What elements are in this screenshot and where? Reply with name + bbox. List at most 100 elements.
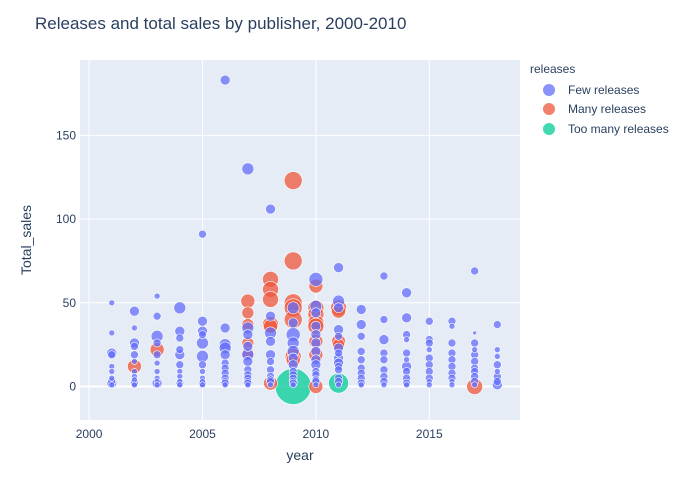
point-few-releases[interactable]: Few releases: 2010, 1 [312,381,320,389]
point-few-releases[interactable]: Few releases: 2003, 26 [152,338,162,348]
point-many-releases[interactable]: Many releases: 2007, 51 [240,293,256,309]
point-few-releases[interactable]: Few releases: 2003, 9 [153,368,161,375]
point-few-releases[interactable]: Few releases: 2001, 5 [108,374,116,382]
point-few-releases[interactable]: Few releases: 2006, 183 [219,74,231,86]
point-few-releases[interactable]: Few releases: 2009, 1 [289,381,297,389]
point-few-releases[interactable]: Few releases: 2011, 30 [334,331,343,341]
point-few-releases[interactable]: Few releases: 2004, 47 [173,301,187,315]
legend-item-many-releases[interactable]: Many releases [543,102,646,116]
point-few-releases[interactable]: Few releases: 2001, 50 [108,299,116,307]
point-few-releases[interactable]: Few releases: 2006, 35 [219,322,231,334]
point-few-releases[interactable]: Few releases: 2005, 9 [199,368,206,375]
point-few-releases[interactable]: Few releases: 2007, 15 [242,356,254,367]
point-few-releases[interactable]: Few releases: 2008, 42 [265,310,276,322]
point-few-releases[interactable]: Few releases: 2003, 19 [152,350,162,359]
point-few-releases[interactable]: Few releases: 2006, 19 [219,349,231,360]
point-few-releases[interactable]: Few releases: 2013, 28 [378,334,390,345]
point-few-releases[interactable]: Few releases: 2007, 31 [242,329,254,340]
point-few-releases[interactable]: Few releases: 2007, 1 [244,381,252,389]
point-few-releases[interactable]: Few releases: 2015, 1 [425,381,433,389]
point-few-releases[interactable]: Few releases: 2014, 16 [403,356,410,364]
point-few-releases[interactable]: Few releases: 2008, 15 [266,357,275,366]
point-few-releases[interactable]: Few releases: 2007, 24 [242,341,254,352]
point-few-releases[interactable]: Few releases: 2009, 38 [287,317,299,329]
point-few-releases[interactable]: Few releases: 2007, 130 [241,162,255,176]
point-few-releases[interactable]: Few releases: 2013, 40 [379,315,389,324]
point-few-releases[interactable]: Few releases: 2017, 69 [470,266,479,276]
point-many-releases[interactable]: Many releases: 2009, 75 [283,251,303,271]
point-few-releases[interactable]: Few releases: 2014, 1 [403,381,410,389]
point-few-releases[interactable]: Few releases: 2016, 1 [448,381,456,389]
point-few-releases[interactable]: Few releases: 2013, 1 [380,381,388,389]
point-few-releases[interactable]: Few releases: 2001, 32 [108,329,116,337]
point-many-releases[interactable]: Many releases: 2008, 52 [262,291,279,308]
point-few-releases[interactable]: Few releases: 2006, 1 [221,381,229,389]
point-few-releases[interactable]: Few releases: 2017, 32 [472,330,477,336]
point-few-releases[interactable]: Few releases: 2011, 47 [333,302,344,314]
point-few-releases[interactable]: Few releases: 2005, 39 [197,315,208,327]
point-few-releases[interactable]: Few releases: 2018, 18 [494,353,501,360]
point-few-releases[interactable]: Few releases: 2018, 13 [493,360,502,370]
point-few-releases[interactable]: Few releases: 2004, 22 [175,345,185,354]
point-few-releases[interactable]: Few releases: 2018, 9 [494,368,501,375]
point-few-releases[interactable]: Few releases: 2015, 26 [424,338,434,348]
point-few-releases[interactable]: Few releases: 2012, 16 [356,355,366,365]
point-few-releases[interactable]: Few releases: 2012, 1 [357,381,365,389]
point-many-releases[interactable]: Many releases: 2009, 123 [283,171,303,190]
point-few-releases[interactable]: Few releases: 2017, 26 [470,338,479,348]
point-few-releases[interactable]: Few releases: 2002, 1 [131,381,138,389]
point-few-releases[interactable]: Few releases: 2015, 39 [424,316,434,326]
point-few-releases[interactable]: Few releases: 2005, 1 [199,381,206,389]
point-few-releases[interactable]: Few releases: 2016, 36 [448,322,456,330]
point-few-releases[interactable]: Few releases: 2018, 22 [494,346,501,353]
point-few-releases[interactable]: Few releases: 2001, 1 [108,381,116,389]
point-few-releases[interactable]: Few releases: 2008, 27 [265,336,276,347]
point-few-releases[interactable]: Few releases: 2005, 31 [198,330,207,339]
point-few-releases[interactable]: Few releases: 2011, 71 [333,262,344,273]
point-few-releases[interactable]: Few releases: 2002, 15 [131,358,138,365]
point-few-releases[interactable]: Few releases: 2002, 19 [130,350,139,359]
point-few-releases[interactable]: Few releases: 2015, 22 [425,346,433,353]
point-few-releases[interactable]: Few releases: 2017, 22 [471,346,478,353]
point-few-releases[interactable]: Few releases: 2013, 16 [379,355,389,365]
point-few-releases[interactable]: Few releases: 2002, 35 [131,324,138,332]
x-tick-label: 2000 [76,427,103,441]
point-few-releases[interactable]: Few releases: 2018, 3 [493,377,502,386]
point-few-releases[interactable]: Few releases: 2012, 30 [356,331,366,341]
point-few-releases[interactable]: Few releases: 2003, 42 [152,311,162,321]
point-few-releases[interactable]: Few releases: 2002, 24 [130,342,139,351]
point-few-releases[interactable]: Few releases: 2018, 37 [493,320,502,329]
point-few-releases[interactable]: Few releases: 2005, 13 [198,360,207,370]
point-few-releases[interactable]: Few releases: 2003, 1 [153,381,161,389]
point-few-releases[interactable]: Few releases: 2011, 20 [334,348,343,358]
point-few-releases[interactable]: Few releases: 2001, 9 [108,368,116,375]
legend-item-few-releases[interactable]: Few releases [543,83,639,97]
point-few-releases[interactable]: Few releases: 2014, 56 [401,287,412,299]
point-few-releases[interactable]: Few releases: 2004, 29 [175,333,185,343]
point-few-releases[interactable]: Few releases: 2003, 14 [153,359,161,367]
point-few-releases[interactable]: Few releases: 2012, 37 [355,319,367,330]
point-few-releases[interactable]: Few releases: 2003, 54 [153,292,161,300]
point-few-releases[interactable]: Few releases: 2011, 1 [335,381,342,389]
point-few-releases[interactable]: Few releases: 2014, 41 [401,312,412,324]
point-few-releases[interactable]: Few releases: 2005, 91 [198,229,207,239]
point-few-releases[interactable]: Few releases: 2012, 21 [356,347,366,356]
point-few-releases[interactable]: Few releases: 2016, 26 [447,338,457,348]
point-few-releases[interactable]: Few releases: 2001, 19 [107,350,117,359]
point-few-releases[interactable]: Few releases: 2010, 44 [310,307,322,319]
point-few-releases[interactable]: Few releases: 2014, 20 [402,348,411,358]
point-few-releases[interactable]: Few releases: 2004, 1 [176,381,184,389]
point-few-releases[interactable]: Few releases: 2010, 64 [308,272,324,287]
point-few-releases[interactable]: Few releases: 2008, 106 [265,203,276,215]
point-few-releases[interactable]: Few releases: 2008, 1 [267,381,274,389]
point-few-releases[interactable]: Few releases: 2009, 47 [286,301,300,315]
point-few-releases[interactable]: Few releases: 2011, 10 [334,365,343,375]
point-few-releases[interactable]: Few releases: 2012, 46 [355,304,367,315]
legend-item-too-many-releases[interactable]: Too many releases [543,122,669,136]
point-few-releases[interactable]: Few releases: 2014, 28 [403,336,410,343]
point-few-releases[interactable]: Few releases: 2013, 66 [379,271,389,281]
point-few-releases[interactable]: Few releases: 2017, 1 [471,381,478,389]
point-few-releases[interactable]: Few releases: 2002, 45 [129,305,140,317]
point-many-releases[interactable]: Many releases: 2007, 44 [241,306,255,320]
point-few-releases[interactable]: Few releases: 2004, 13 [175,360,185,370]
